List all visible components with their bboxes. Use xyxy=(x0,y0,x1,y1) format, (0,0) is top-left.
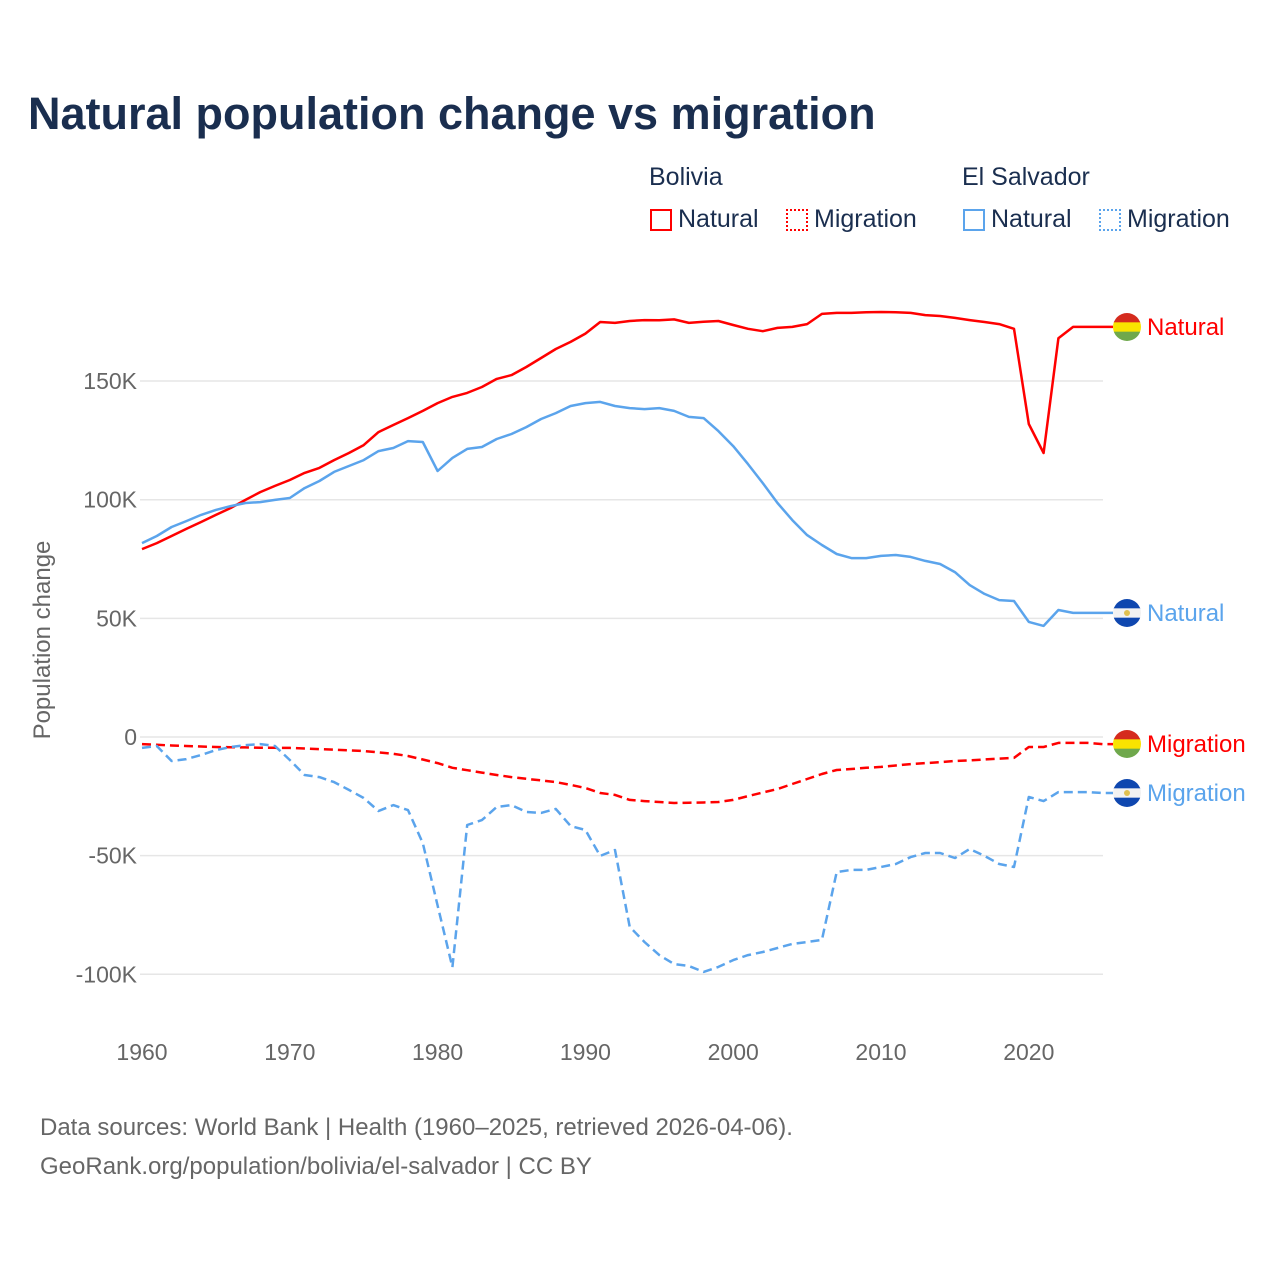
data-source-text: Data sources: World Bank | Health (1960–… xyxy=(40,1114,793,1141)
legend-group-bolivia: Bolivia xyxy=(649,163,723,191)
dotted-swatch-icon xyxy=(1099,208,1121,231)
solid-swatch-icon xyxy=(963,208,985,231)
series-end-label: Migration xyxy=(1147,780,1246,807)
legend-label: Migration xyxy=(814,205,917,233)
y-tick-label: -100K xyxy=(76,961,138,987)
y-tick-label: -50K xyxy=(88,843,137,869)
legend-bolivia-natural[interactable]: Natural xyxy=(650,205,759,234)
chart-title: Natural population change vs migration xyxy=(28,88,876,139)
dotted-swatch-icon xyxy=(786,208,808,231)
attribution-text: GeoRank.org/population/bolivia/el-salvad… xyxy=(40,1153,592,1180)
bolivia-flag-icon xyxy=(1113,730,1141,758)
legend-el-salvador-natural[interactable]: Natural xyxy=(963,205,1072,234)
legend-el-salvador-migration[interactable]: Migration xyxy=(1099,205,1230,234)
x-tick-label: 1970 xyxy=(264,1039,315,1065)
bolivia-flag-icon xyxy=(1113,313,1141,341)
series-end-label: Natural xyxy=(1147,314,1224,341)
y-axis-label: Population change xyxy=(29,541,56,740)
el-salvador-natural-line xyxy=(141,400,1113,628)
x-tick-label: 1990 xyxy=(560,1039,611,1065)
x-tick-label: 1960 xyxy=(116,1039,167,1065)
solid-swatch-icon xyxy=(650,208,672,231)
bolivia-natural-line xyxy=(141,310,1113,551)
x-tick-label: 2010 xyxy=(855,1039,906,1065)
x-tick-label: 2020 xyxy=(1003,1039,1054,1065)
y-tick-label: 50K xyxy=(96,605,138,631)
legend-label: Migration xyxy=(1127,205,1230,233)
series-end-label: Migration xyxy=(1147,731,1246,758)
y-tick-label: 0 xyxy=(124,724,137,750)
footer: Data sources: World Bank | Health (1960–… xyxy=(40,1108,793,1186)
series-end-label: Natural xyxy=(1147,600,1224,627)
x-tick-label: 2000 xyxy=(708,1039,759,1065)
x-tick-label: 1980 xyxy=(412,1039,463,1065)
el-salvador-flag-icon xyxy=(1113,779,1141,807)
y-tick-label: 150K xyxy=(83,368,137,394)
el-salvador-migration-line xyxy=(141,742,1113,974)
legend-bolivia-migration[interactable]: Migration xyxy=(786,205,917,234)
legend-label: Natural xyxy=(678,205,759,233)
legend-label: Natural xyxy=(991,205,1072,233)
y-tick-label: 100K xyxy=(83,487,137,513)
legend-group-el-salvador: El Salvador xyxy=(962,163,1090,191)
bolivia-migration-line xyxy=(141,741,1113,805)
el-salvador-flag-icon xyxy=(1113,599,1141,627)
